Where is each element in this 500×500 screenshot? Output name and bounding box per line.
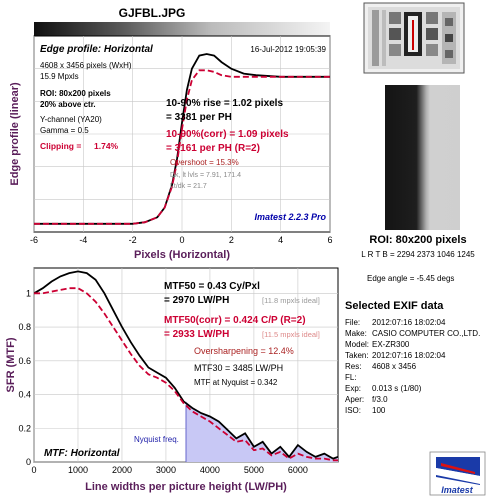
oversharpening-text: Oversharpening = 12.4%: [194, 346, 294, 356]
rise-line-2: = 3381 per PH: [166, 112, 232, 123]
mtf-ticks: 0 1000 2000 3000 4000 5000 6000 0 0.2 0.4 0.6 0.8 1: [18, 288, 307, 475]
edge-x-tick-label: -2: [129, 235, 137, 245]
mtf50-ideal: [11.8 mpxls ideal]: [262, 296, 320, 305]
edge-y-axis-label: Edge profile (linear): [9, 82, 21, 186]
exif-value: f/3.0: [372, 395, 388, 404]
mtf-y-tick-label: 0.4: [18, 390, 31, 400]
mtf-corrected-line: [34, 287, 338, 462]
mtf-y-axis-label: SFR (MTF): [5, 337, 17, 392]
edge-x-tick-label: 2: [229, 235, 234, 245]
edge-x-tick-label: 6: [327, 235, 332, 245]
mtf-x-tick-label: 2000: [112, 465, 132, 475]
exif-key: Model:: [345, 340, 369, 349]
edge-profile-corrected-line: [34, 69, 330, 225]
mtf-x-tick-label: 6000: [288, 465, 308, 475]
mtf50-corr-line-1: MTF50(corr) = 0.424 C/P (R=2): [164, 315, 306, 326]
edge-x-tick-label: 4: [278, 235, 283, 245]
edge-strip-image: [34, 22, 330, 36]
roi-line: ROI: 80x200 pixels: [40, 89, 111, 98]
exif-key: Exp:: [345, 384, 361, 393]
mtf50-line-1: MTF50 = 0.43 Cy/Pxl: [164, 281, 260, 292]
roi-edge-image: [385, 85, 460, 230]
exif-title: Selected EXIF data: [345, 300, 444, 312]
clipping-label: Clipping =: [40, 141, 81, 151]
software-label: Imatest 2.2.3 Pro: [254, 212, 326, 222]
mtf-at-nyquist-text: MTF at Nyquist = 0.342: [194, 378, 278, 387]
roi-coordinates: L R T B = 2294 2373 1046 1245: [361, 250, 475, 259]
exif-key: FL:: [345, 373, 357, 382]
edge-angle: Edge angle = -5.45 degs: [367, 274, 454, 283]
roi-position-line: 20% above ctr.: [40, 100, 96, 109]
exif-value: 2012:07:16 18:02:04: [372, 318, 446, 327]
levels-text: Dk, lt lvls = 7.91, 171.4: [170, 172, 241, 179]
mtf-y-tick-label: 1: [26, 288, 31, 298]
channel-line: Y-channel (YA20): [40, 115, 102, 124]
file-title: GJFBL.JPG: [119, 6, 186, 20]
logo-wordmark: Imatest: [441, 485, 474, 495]
megapixels-line: 15.9 Mpxls: [40, 72, 79, 81]
exif-value: 100: [372, 406, 386, 415]
exif-value: EX-ZR300: [372, 340, 410, 349]
nyquist-label: Nyquist freq.: [134, 435, 179, 444]
exif-value: 0.013 s (1/80): [372, 384, 422, 393]
mtf50-corr-ideal: [11.5 mpxls ideal]: [262, 330, 320, 339]
light-dark-ratio-text: Lt/dk = 21.7: [170, 183, 207, 190]
edge-x-ticks: -6 -4 -2 0 2 4 6: [30, 235, 333, 245]
mtf-x-tick-label: 3000: [156, 465, 176, 475]
mtf-x-tick-label: 5000: [244, 465, 264, 475]
roi-label: ROI: 80x200 pixels: [369, 234, 466, 246]
clipping-value: 1.74%: [94, 141, 119, 151]
mtf-y-tick-label: 0.2: [18, 423, 31, 433]
mtf-chart-title: MTF: Horizontal: [44, 448, 120, 459]
edge-series-group: [34, 53, 330, 225]
edge-x-tick-label: 0: [179, 235, 184, 245]
mtf-y-tick-label: 0.8: [18, 322, 31, 332]
mtf-x-axis-label: Line widths per picture height (LW/PH): [85, 481, 287, 493]
mtf-x-tick-label: 0: [31, 465, 36, 475]
edge-x-axis-label: Pixels (Horizontal): [134, 249, 230, 261]
edge-chart-date: 16-Jul-2012 19:05:39: [250, 45, 326, 54]
gamma-line: Gamma = 0.5: [40, 126, 89, 135]
roi-edge-swatch: [385, 85, 460, 230]
exif-key: File:: [345, 318, 360, 327]
exif-value: 2012:07:16 18:02:04: [372, 351, 446, 360]
edge-x-tick-label: -4: [79, 235, 87, 245]
mtf-x-tick-label: 4000: [200, 465, 220, 475]
mtf-x-tick-label: 1000: [68, 465, 88, 475]
edge-chart-title: Edge profile: Horizontal: [40, 44, 153, 55]
rise-corr-line-2: = 3161 per PH (R=2): [166, 143, 260, 154]
mtf-y-tick-label: 0: [26, 457, 31, 467]
image-size-line: 4608 x 3456 pixels (WxH): [40, 61, 132, 70]
mtf-chart: 0 1000 2000 3000 4000 5000 600000.20.40.60.81 …: [5, 267, 339, 493]
exif-value: 4608 x 3456: [372, 362, 417, 371]
exif-table: File: 2012:07:16 18:02:04 Make: CASIO COMPU…: [345, 318, 480, 415]
edge-x-tick-label: -6: [30, 235, 38, 245]
rise-line-1: 10-90% rise = 1.02 pixels: [166, 98, 283, 109]
mtf-series-group: [34, 270, 338, 462]
rise-corr-line-1: 10-90%(corr) = 1.09 pixels: [166, 129, 289, 140]
exif-value: CASIO COMPUTER CO.,LTD.: [372, 329, 480, 338]
imatest-logo: Imatest: [429, 451, 486, 496]
mtf-y-tick-label: 0.6: [18, 356, 31, 366]
mtf50-corr-line-2: = 2933 LW/PH: [164, 329, 229, 340]
mtf30-text: MTF30 = 3485 LW/PH: [194, 363, 283, 373]
test-chart-thumbnail: [363, 2, 465, 74]
edge-profile-chart: -6 -4 -2 0 2 4 6 Edge profile: Horizontal 16-J…: [9, 35, 333, 261]
exif-key: ISO:: [345, 406, 361, 415]
exif-key: Make:: [345, 329, 367, 338]
exif-key: Aper:: [345, 395, 364, 404]
exif-key: Taken:: [345, 351, 369, 360]
exif-key: Res:: [345, 362, 361, 371]
mtf50-line-2: = 2970 LW/PH: [164, 295, 229, 306]
overshoot-text: Overshoot = 15.3%: [170, 158, 239, 167]
mtf-line: [34, 270, 338, 460]
